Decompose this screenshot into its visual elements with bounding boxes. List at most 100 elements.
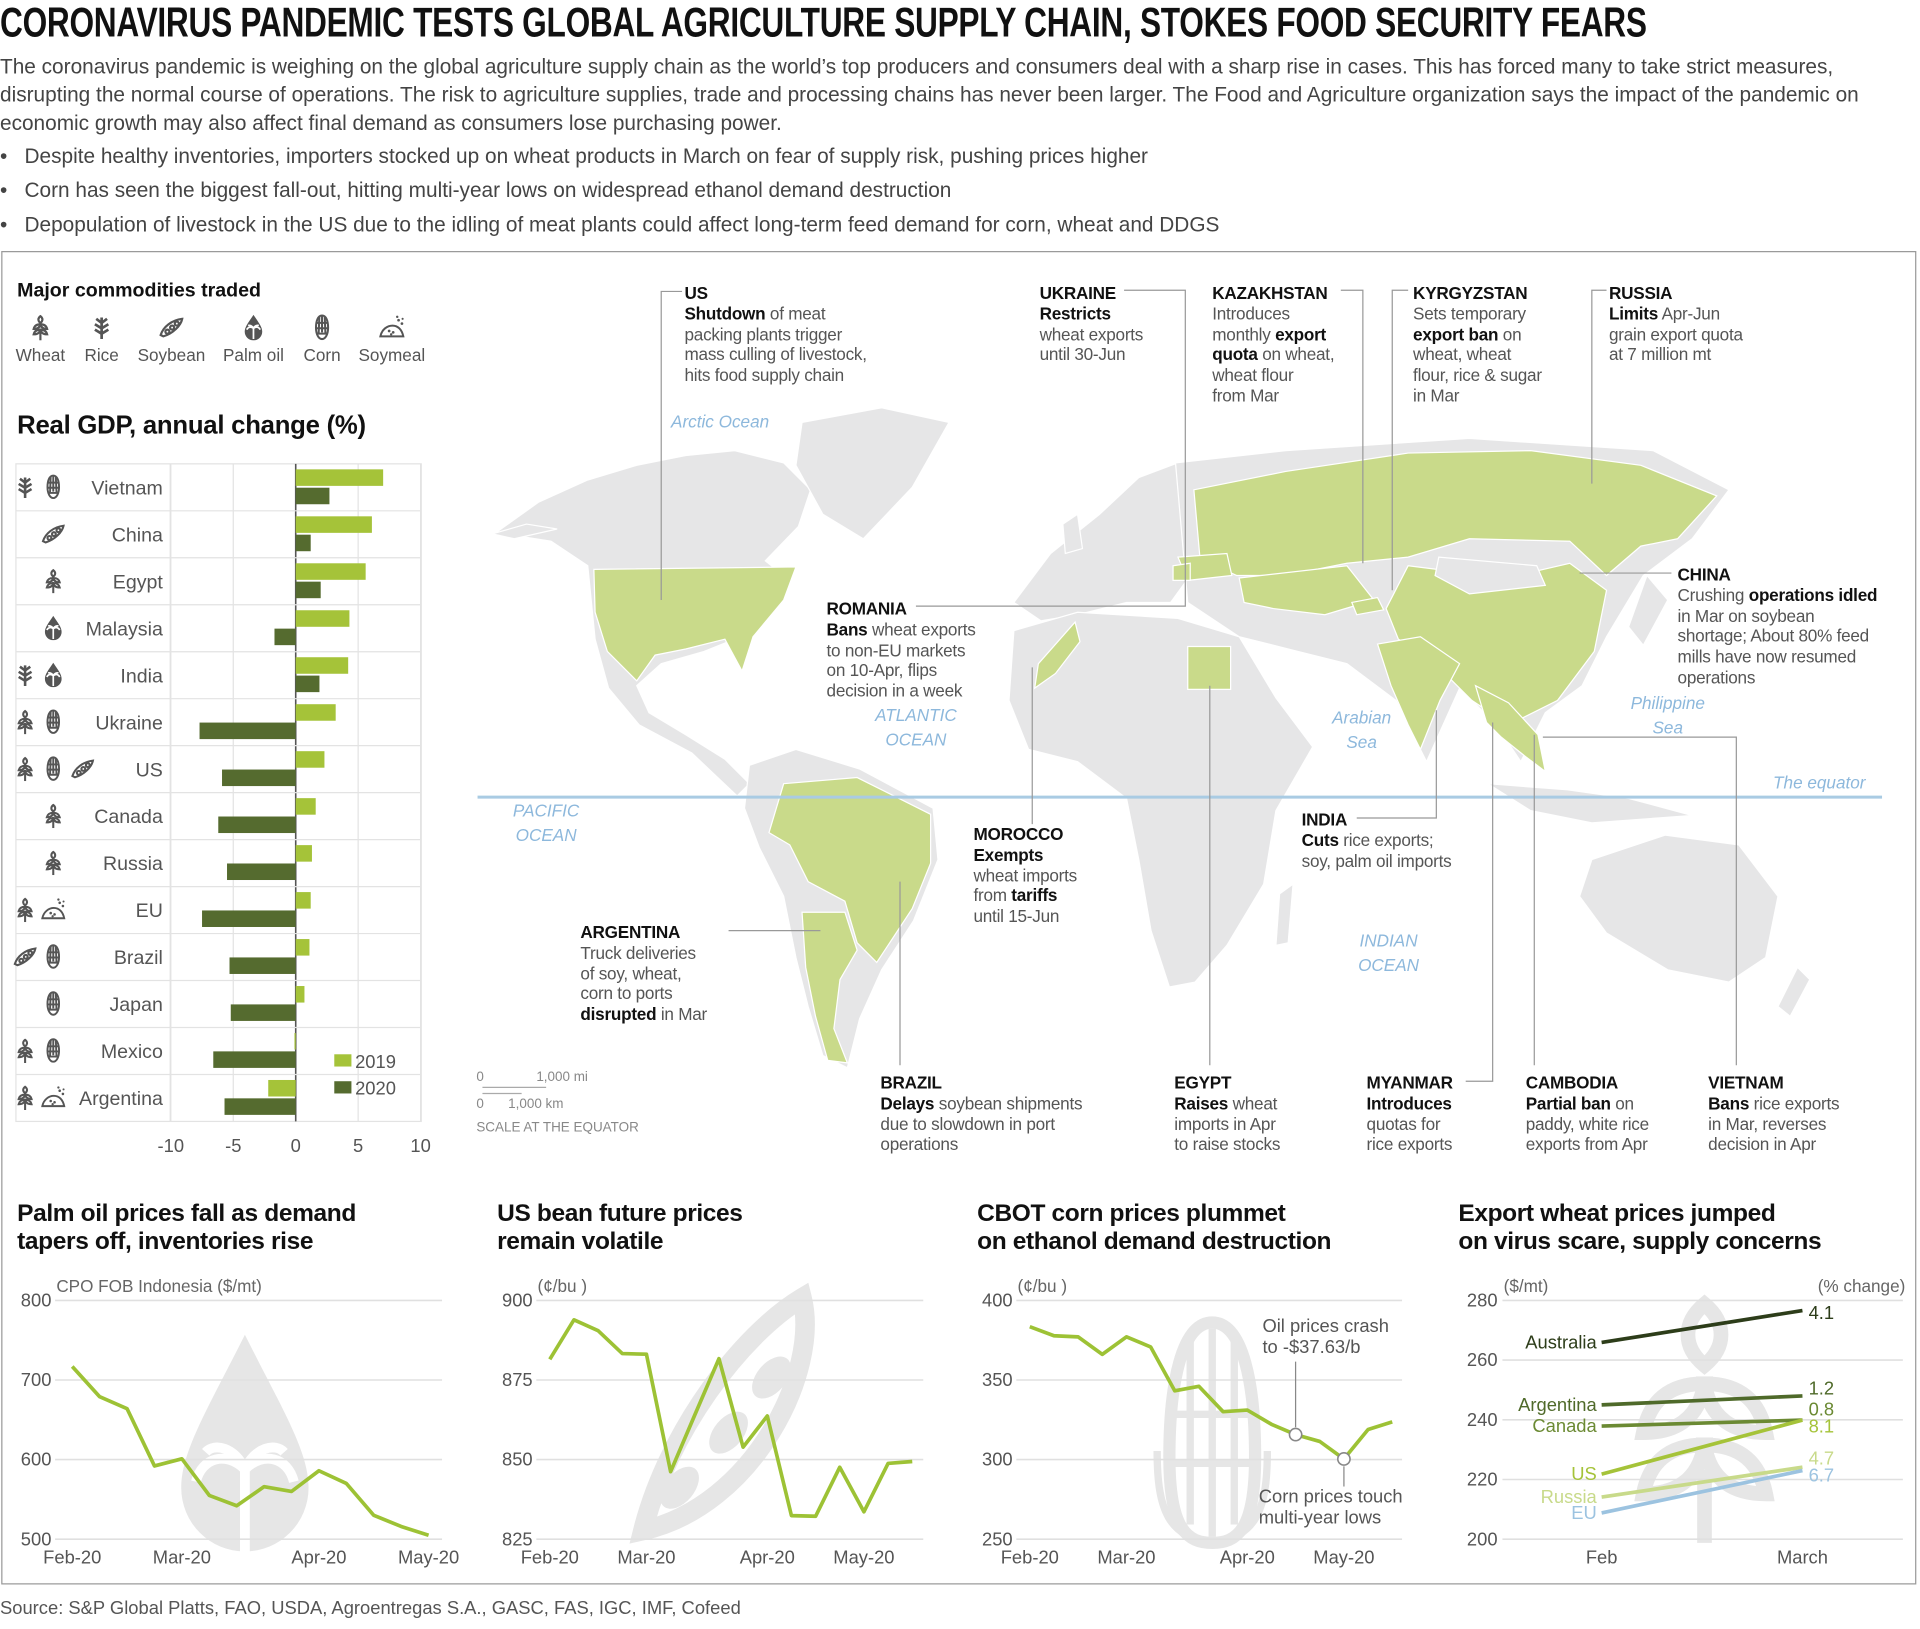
x-tick-label: March — [1777, 1547, 1828, 1568]
wheat-icon — [19, 1040, 32, 1063]
annotation-text: of soy, wheat, — [580, 963, 681, 983]
corn-icon — [47, 945, 59, 968]
gdp-bar-2020 — [296, 488, 330, 505]
annotation-line: operations — [1678, 667, 1878, 688]
annotation-title: MOROCCO — [973, 824, 1077, 845]
annotation-line: to non-EU markets — [827, 640, 976, 661]
annotation-text: due to slowdown in port — [880, 1114, 1054, 1134]
annotation-line: quota on wheat, — [1212, 345, 1334, 366]
chart-annotation-text: multi-year lows — [1259, 1506, 1381, 1527]
gdp-bar-2020 — [222, 770, 296, 787]
annotation-title: US — [684, 283, 866, 304]
soymeal-icon — [42, 898, 64, 918]
ocean-label-line: INDIAN — [1358, 928, 1419, 952]
chart-annotation-text: to -$37.63/b — [1262, 1336, 1360, 1357]
annotation-line: Limits Apr-Jun — [1609, 303, 1743, 324]
annotation-line: from Mar — [1212, 386, 1334, 407]
annotation-line: wheat exports — [1040, 324, 1144, 345]
x-tick-label: Mar-20 — [617, 1547, 675, 1568]
y-tick-label: 240 — [1467, 1409, 1498, 1430]
annotation-line: Raises wheat — [1174, 1093, 1280, 1114]
annotation-emphasis: Bans — [1708, 1093, 1749, 1113]
gdp-x-tick-label: 0 — [291, 1135, 301, 1156]
x-tick-label: Feb-20 — [521, 1547, 579, 1568]
annotation-title: INDIA — [1302, 809, 1452, 830]
country-uk — [1063, 514, 1083, 553]
gdp-bar-2020 — [231, 1004, 296, 1021]
annotation-line: quotas for — [1367, 1114, 1453, 1135]
annotation-text: rice exports — [1367, 1134, 1453, 1154]
x-tick-label: Feb-20 — [43, 1547, 101, 1568]
y-tick-label: 800 — [21, 1290, 52, 1311]
annotation-line: of soy, wheat, — [580, 963, 707, 984]
x-tick-label: May-20 — [833, 1547, 894, 1568]
country-australia — [1580, 835, 1778, 982]
country-greenland — [796, 408, 949, 539]
chart-title-line: Palm oil prices fall as demand — [17, 1200, 356, 1228]
annotation-title: MYANMAR — [1367, 1073, 1453, 1094]
annotation-line: operations — [880, 1134, 1082, 1155]
soybean-icon — [72, 761, 93, 778]
annotation-title: CHINA — [1678, 564, 1878, 585]
country-new-zealand — [1778, 967, 1810, 1016]
annotation-line: in Mar on soybean — [1678, 606, 1878, 627]
wheat-icon — [19, 1087, 32, 1110]
annotation-line: mills have now resumed — [1678, 647, 1878, 668]
wheat-series-label: Australia — [1525, 1332, 1597, 1353]
annotation-text: wheat, wheat — [1413, 345, 1511, 365]
annotation-text: wheat exports — [1040, 324, 1144, 344]
annotation-line: Partial ban on — [1526, 1093, 1649, 1114]
x-tick-label: Mar-20 — [153, 1547, 211, 1568]
gdp-country-label: Canada — [94, 806, 163, 828]
annotation-line: decision in Apr — [1708, 1134, 1839, 1155]
annotation-text: in Mar — [1413, 386, 1459, 406]
gdp-country-label: India — [120, 665, 163, 687]
annotation-marker — [1338, 1453, 1350, 1465]
annotation-emphasis: Delays — [880, 1093, 934, 1113]
annotation-line: rice exports — [1367, 1134, 1453, 1155]
gdp-x-tick-label: -10 — [158, 1135, 185, 1156]
annotation-text: from — [973, 886, 1011, 906]
y2-axis-unit-label: (% change) — [1818, 1276, 1906, 1296]
scale-zero: 0 — [476, 1096, 483, 1111]
annotation-line: until 15-Jun — [973, 906, 1077, 927]
soybean-icon — [15, 948, 36, 965]
gdp-country-label: Vietnam — [91, 477, 162, 499]
leader-line-myanmar — [1466, 722, 1493, 1081]
annotation-emphasis: tariffs — [1011, 886, 1057, 906]
gdp-x-tick-label: 10 — [410, 1135, 430, 1156]
annotation-line: disrupted in Mar — [580, 1004, 707, 1025]
annotation-text: hits food supply chain — [684, 365, 843, 385]
annotation-text: mass culling of livestock, — [684, 345, 866, 365]
chart-title-line: US bean future prices — [497, 1200, 742, 1228]
scale-km-label: 1,000 km — [508, 1096, 563, 1111]
annotation-text: of meat — [765, 303, 825, 323]
chart-annotation-text: Corn prices touch — [1259, 1485, 1403, 1506]
y-tick-label: 200 — [1467, 1528, 1498, 1549]
annotation-emphasis: export ban — [1413, 324, 1498, 344]
annotation-line: grain export quota — [1609, 324, 1743, 345]
annotation-emphasis: Bans — [827, 619, 868, 639]
annotation-line: decision in a week — [827, 681, 976, 702]
wheat-series-label: US — [1571, 1463, 1597, 1484]
y-tick-label: 875 — [502, 1369, 533, 1390]
annotation-text: corn to ports — [580, 984, 672, 1004]
gdp-bar-2019 — [296, 704, 336, 721]
ocean-label-arctic: Arctic Ocean — [671, 409, 769, 433]
y-tick-label: 900 — [502, 1290, 533, 1311]
wheat-icon — [47, 852, 60, 875]
annotation-line: Cuts rice exports; — [1302, 830, 1452, 851]
gdp-country-label: Malaysia — [86, 618, 163, 640]
annotation-text: at 7 million mt — [1609, 345, 1711, 365]
gdp-bar-2020 — [296, 582, 321, 599]
gdp-country-label: Ukraine — [95, 712, 163, 734]
ocean-label-line: Sea — [1631, 715, 1705, 739]
